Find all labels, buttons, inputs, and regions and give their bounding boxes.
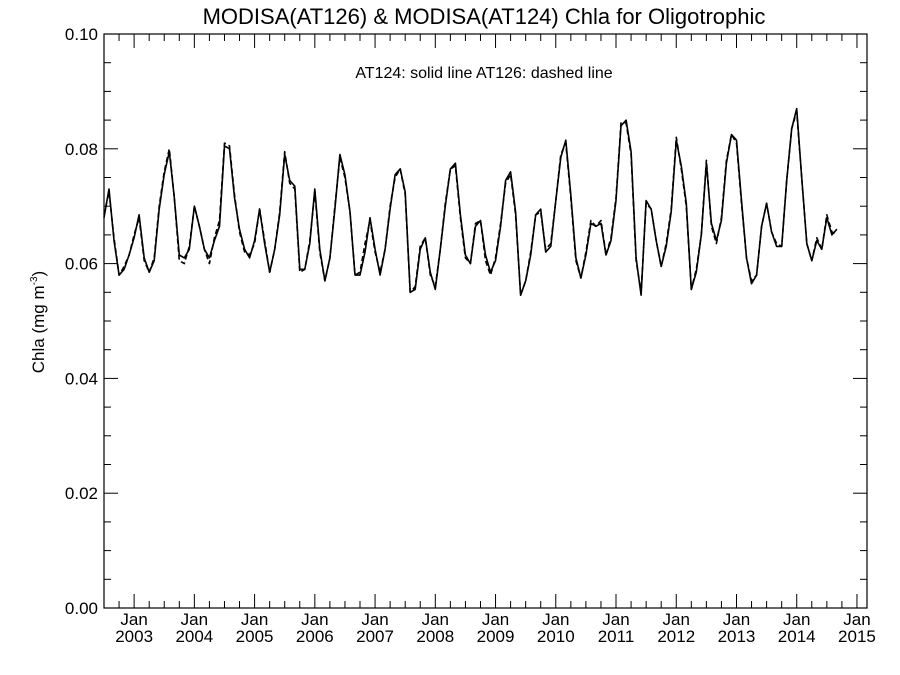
x-tick-year-label: 2009 xyxy=(477,627,515,646)
y-axis-label: Chla (mg m-3) xyxy=(29,271,48,373)
plot-frame xyxy=(103,33,868,609)
x-tick-year-label: 2014 xyxy=(778,627,816,646)
y-axis-label-main: Chla (mg m xyxy=(29,285,48,373)
x-tick-year-label: 2005 xyxy=(236,627,274,646)
x-tick-month-label: Jan xyxy=(301,610,328,629)
chart-title: MODISA(AT126) & MODISA(AT124) Chla for O… xyxy=(203,4,766,29)
x-tick-month-label: Jan xyxy=(843,610,870,629)
y-tick-label: 0.00 xyxy=(65,599,98,618)
x-tick-month-label: Jan xyxy=(602,610,629,629)
y-tick-label: 0.06 xyxy=(65,255,98,274)
x-tick-year-label: 2007 xyxy=(356,627,394,646)
y-axis-label-close: ) xyxy=(29,271,48,277)
series-line-at124 xyxy=(103,107,838,297)
x-tick-year-label: 2013 xyxy=(718,627,756,646)
x-tick-month-label: Jan xyxy=(422,610,449,629)
x-tick-month-label: Jan xyxy=(181,610,208,629)
x-tick-year-label: 2011 xyxy=(598,627,635,646)
series-lines xyxy=(103,107,838,297)
x-tick-year-label: 2012 xyxy=(657,627,695,646)
x-tick-year-label: 2006 xyxy=(296,627,334,646)
line-style-annotation: AT124: solid line AT126: dashed line xyxy=(355,65,612,82)
x-tick-year-label: 2008 xyxy=(416,627,454,646)
axis-tick-labels: 0.000.020.040.060.080.10Jan2003Jan2004Ja… xyxy=(65,25,876,646)
x-tick-year-label: 2003 xyxy=(115,627,153,646)
x-tick-year-label: 2004 xyxy=(175,627,213,646)
x-tick-month-label: Jan xyxy=(361,610,388,629)
x-tick-month-label: Jan xyxy=(663,610,690,629)
x-tick-year-label: 2015 xyxy=(838,627,876,646)
y-axis-label-superscript: -3 xyxy=(29,276,40,285)
x-tick-month-label: Jan xyxy=(241,610,268,629)
y-tick-label: 0.08 xyxy=(65,140,98,159)
x-tick-month-label: Jan xyxy=(783,610,810,629)
y-tick-label: 0.10 xyxy=(65,25,98,44)
series-line-at126 xyxy=(103,110,838,297)
y-tick-label: 0.04 xyxy=(65,369,98,388)
x-tick-month-label: Jan xyxy=(723,610,750,629)
axis-ticks xyxy=(103,33,867,609)
x-tick-month-label: Jan xyxy=(482,610,509,629)
y-tick-label: 0.02 xyxy=(65,484,98,503)
svg-text:Chla (mg m-3): Chla (mg m-3) xyxy=(29,271,48,373)
x-tick-year-label: 2010 xyxy=(537,627,575,646)
x-tick-month-label: Jan xyxy=(542,610,569,629)
x-tick-month-label: Jan xyxy=(120,610,147,629)
